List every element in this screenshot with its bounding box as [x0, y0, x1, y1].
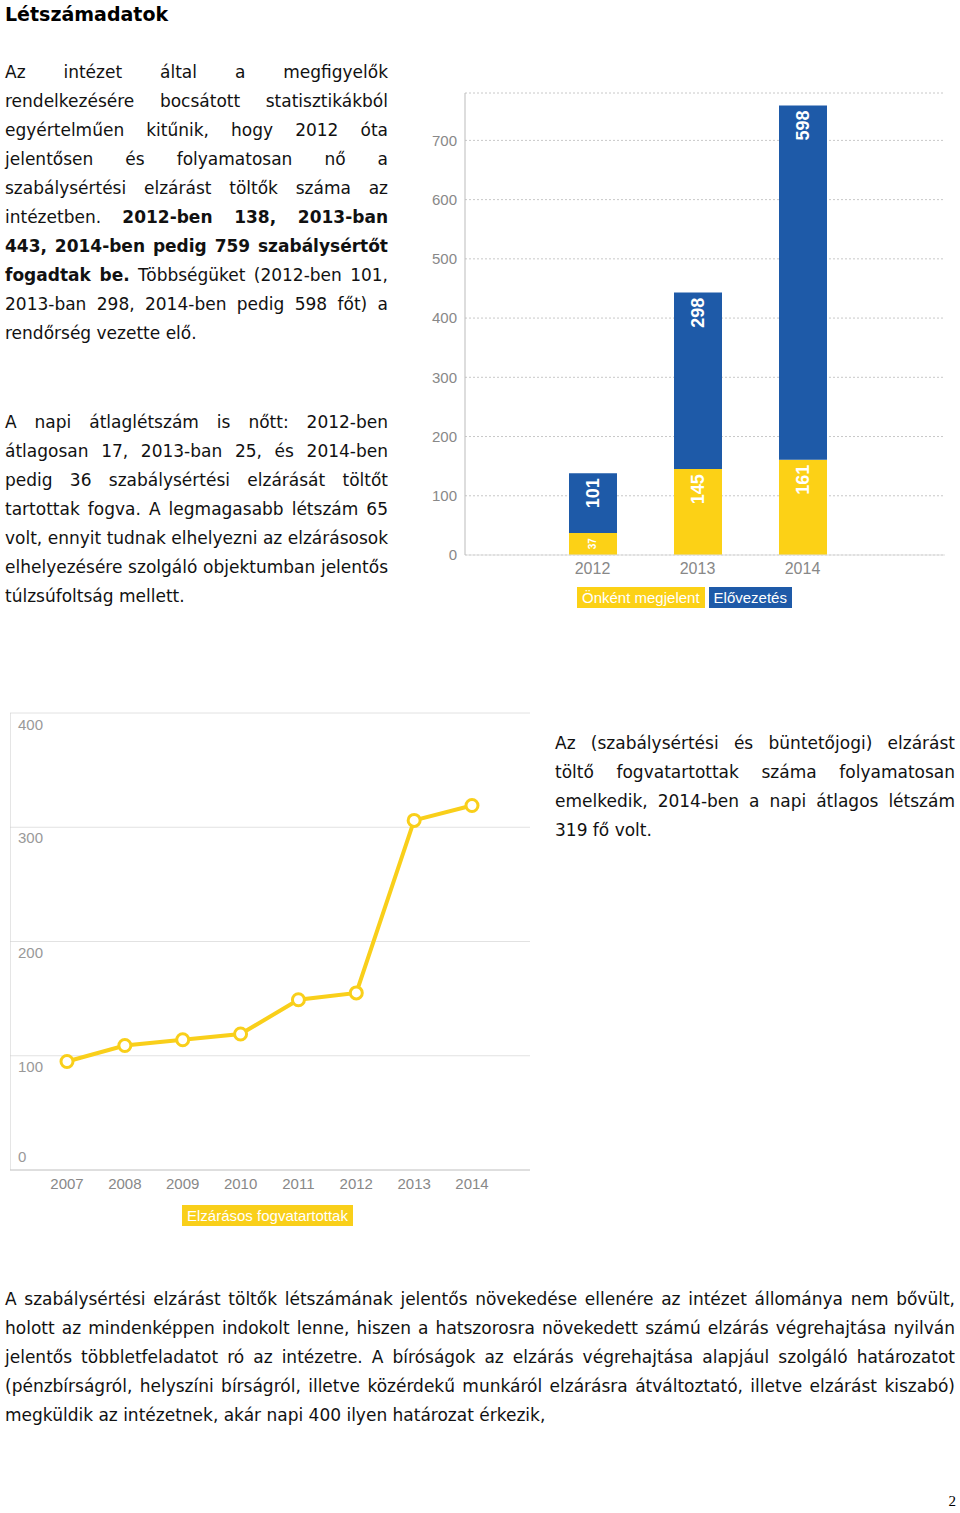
svg-text:100: 100	[18, 1058, 43, 1075]
svg-text:598: 598	[793, 110, 813, 140]
html-text:Elzárásos fogvatartottak: Elzárásos fogvatartottak	[187, 1207, 348, 1224]
html-text:Létszámadatok: Létszámadatok	[5, 3, 169, 25]
svg-text:400: 400	[432, 309, 457, 326]
svg-text:0: 0	[449, 546, 457, 563]
svg-text:2010: 2010	[224, 1175, 257, 1192]
svg-text:2014: 2014	[455, 1175, 488, 1192]
html-text:A napi átlaglétszám is nőtt: 2: A napi átlaglétszám is nőtt: 2012-ben át…	[5, 412, 388, 606]
svg-text:600: 600	[432, 191, 457, 208]
svg-text:2008: 2008	[108, 1175, 141, 1192]
svg-text:298: 298	[688, 298, 708, 328]
svg-text:2012: 2012	[340, 1175, 373, 1192]
html-text:Az (szabálysértési és büntetőj: Az (szabálysértési és büntetőjogi) elzár…	[555, 733, 955, 840]
svg-text:2013: 2013	[680, 560, 716, 577]
svg-text:2013: 2013	[397, 1175, 430, 1192]
svg-text:400: 400	[18, 716, 43, 733]
svg-text:300: 300	[432, 369, 457, 386]
svg-text:0: 0	[18, 1148, 26, 1165]
svg-text:2007: 2007	[50, 1175, 83, 1192]
svg-text:200: 200	[432, 428, 457, 445]
html-text:Elővezetés: Elővezetés	[713, 589, 787, 606]
svg-text:2014: 2014	[785, 560, 821, 577]
html-text:A szabálysértési elzárást tölt: A szabálysértési elzárást töltők létszám…	[5, 1289, 955, 1425]
svg-text:2011: 2011	[282, 1175, 314, 1192]
svg-text:37: 37	[588, 538, 599, 550]
html-text:Az intézet által a megfigyelők: Az intézet által a megfigyelők rendelkez…	[5, 62, 388, 343]
svg-text:101: 101	[583, 478, 603, 508]
svg-text:161: 161	[793, 465, 813, 495]
svg-text:700: 700	[432, 132, 457, 149]
svg-text:300: 300	[18, 829, 43, 846]
svg-text:145: 145	[688, 474, 708, 504]
svg-text:200: 200	[18, 944, 43, 961]
html-text:2: 2	[948, 1493, 956, 1509]
svg-text:100: 100	[432, 487, 457, 504]
svg-text:2009: 2009	[166, 1175, 199, 1192]
html-text:Önként megjelent: Önként megjelent	[582, 589, 700, 606]
svg-text:500: 500	[432, 250, 457, 267]
svg-text:2012: 2012	[575, 560, 611, 577]
